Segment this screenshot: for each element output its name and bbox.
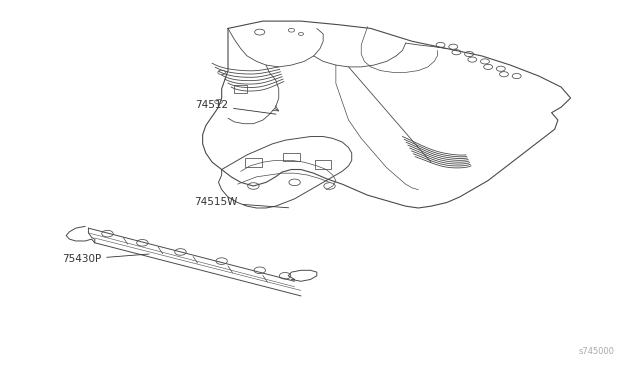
Bar	[245, 158, 262, 167]
Bar	[234, 85, 247, 93]
Text: 74512: 74512	[195, 100, 276, 114]
Text: 75430P: 75430P	[62, 254, 149, 264]
Text: 74515W: 74515W	[194, 198, 289, 208]
Text: s745000: s745000	[579, 347, 615, 356]
Bar	[315, 160, 332, 169]
Bar	[284, 153, 300, 161]
